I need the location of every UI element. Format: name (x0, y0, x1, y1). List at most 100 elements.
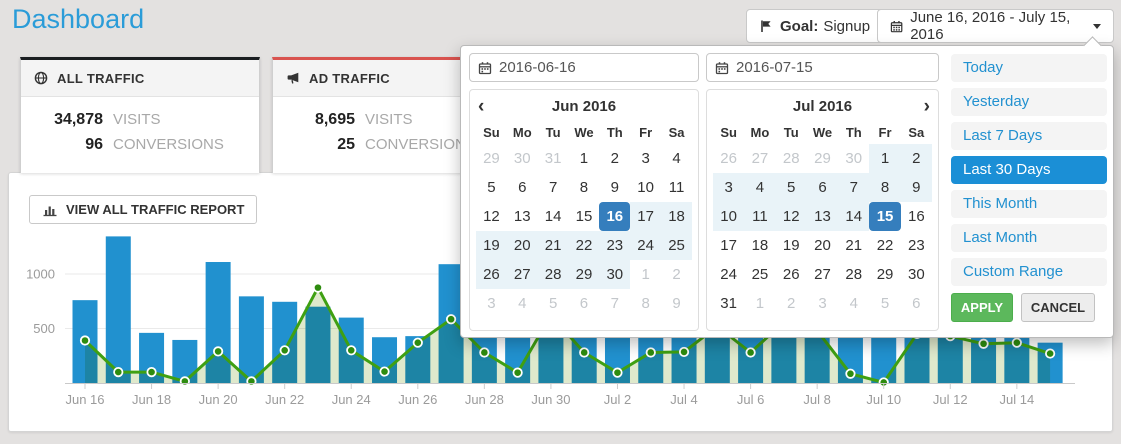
day-cell[interactable]: 24 (720, 266, 737, 283)
day-cell[interactable]: 30 (908, 266, 925, 283)
day-cell[interactable]: 5 (775, 173, 807, 202)
day-cell[interactable]: 2 (787, 295, 796, 312)
day-cell[interactable]: 3 (641, 150, 650, 167)
day-cell[interactable]: 7 (610, 295, 619, 312)
day-cell[interactable]: 11 (668, 179, 685, 196)
day-cell[interactable]: 6 (806, 173, 839, 202)
day-cell[interactable]: 14 (838, 202, 870, 231)
day-cell[interactable]: 11 (744, 202, 776, 231)
day-cell[interactable]: 1 (869, 144, 901, 173)
day-cell[interactable]: 17 (630, 202, 662, 231)
day-cell-selected[interactable]: 16 (599, 202, 631, 231)
day-cell[interactable]: 8 (641, 295, 650, 312)
calendar-prev-button[interactable]: ‹ (478, 96, 485, 117)
all-traffic-card[interactable]: ALL TRAFFIC 34,878 VISITS 96 CONVERSIONS (20, 57, 260, 173)
day-cell[interactable]: 16 (908, 208, 925, 225)
day-cell[interactable]: 1 (755, 295, 765, 312)
date-range-button[interactable]: June 16, 2016 - July 15, 2016 (877, 9, 1114, 43)
end-date-input[interactable] (736, 59, 930, 76)
calendar-next-button[interactable]: › (923, 96, 930, 117)
apply-button[interactable]: APPLY (951, 293, 1013, 322)
day-cell[interactable]: 4 (849, 295, 858, 312)
day-cell[interactable]: 30 (513, 150, 531, 167)
day-cell[interactable]: 13 (513, 208, 531, 225)
day-cell[interactable]: 30 (599, 260, 631, 289)
day-cell[interactable]: 29 (814, 150, 831, 167)
day-cell[interactable]: 9 (900, 173, 932, 202)
day-cell[interactable]: 9 (672, 295, 681, 312)
day-cell[interactable]: 5 (548, 295, 558, 312)
day-cell[interactable]: 8 (869, 173, 901, 202)
day-cell[interactable]: 22 (568, 231, 600, 260)
day-cell[interactable]: 27 (814, 266, 831, 283)
day-cell[interactable]: 25 (661, 231, 692, 260)
goal-selector-button[interactable]: Goal: Signup (746, 9, 901, 43)
day-cell[interactable]: 19 (476, 231, 507, 260)
day-cell[interactable]: 10 (713, 202, 745, 231)
day-cell[interactable]: 21 (537, 231, 569, 260)
day-cell[interactable]: 3 (818, 295, 827, 312)
day-cell[interactable]: 6 (518, 179, 527, 196)
day-cell[interactable]: 3 (713, 173, 745, 202)
day-cell[interactable]: 12 (775, 202, 807, 231)
preset-last-month[interactable]: Last Month (951, 224, 1107, 252)
day-cell[interactable]: 25 (751, 266, 769, 283)
day-cell[interactable]: 13 (806, 202, 839, 231)
day-cell[interactable]: 28 (537, 260, 569, 289)
day-cell[interactable]: 4 (518, 295, 527, 312)
day-cell[interactable]: 28 (782, 150, 800, 167)
day-cell[interactable]: 12 (483, 208, 500, 225)
day-cell[interactable]: 27 (506, 260, 538, 289)
day-cell[interactable]: 31 (544, 150, 562, 167)
day-cell[interactable]: 1 (641, 266, 650, 283)
cancel-button[interactable]: CANCEL (1021, 293, 1095, 322)
day-cell-selected[interactable]: 15 (869, 202, 901, 231)
day-cell[interactable]: 26 (782, 266, 800, 283)
day-cell[interactable]: 20 (506, 231, 538, 260)
preset-yesterday[interactable]: Yesterday (951, 88, 1107, 116)
day-cell[interactable]: 15 (575, 208, 593, 225)
day-cell[interactable]: 28 (845, 266, 863, 283)
day-cell[interactable]: 24 (630, 231, 662, 260)
day-cell[interactable]: 29 (483, 150, 500, 167)
day-cell[interactable]: 7 (838, 173, 870, 202)
day-cell[interactable]: 2 (672, 266, 681, 283)
day-cell[interactable]: 27 (751, 150, 769, 167)
day-cell[interactable]: 21 (845, 237, 863, 254)
day-cell[interactable]: 22 (876, 237, 894, 254)
preset-this-month[interactable]: This Month (951, 190, 1107, 218)
day-cell[interactable]: 19 (782, 237, 800, 254)
day-cell[interactable]: 5 (880, 295, 890, 312)
day-cell[interactable]: 5 (487, 179, 496, 196)
day-cell[interactable]: 3 (487, 295, 496, 312)
day-cell[interactable]: 29 (568, 260, 600, 289)
day-cell[interactable]: 14 (544, 208, 562, 225)
day-cell[interactable]: 23 (599, 231, 631, 260)
day-cell[interactable]: 10 (637, 179, 654, 196)
view-all-traffic-report-button[interactable]: VIEW ALL TRAFFIC REPORT (29, 195, 258, 224)
preset-today[interactable]: Today (951, 54, 1107, 82)
preset-custom-range[interactable]: Custom Range (951, 258, 1107, 286)
day-cell[interactable]: 4 (744, 173, 776, 202)
day-cell[interactable]: 2 (610, 150, 619, 167)
day-cell[interactable]: 7 (548, 179, 558, 196)
start-date-input[interactable] (499, 59, 690, 76)
day-cell[interactable]: 29 (876, 266, 894, 283)
day-cell[interactable]: 31 (720, 295, 737, 312)
day-cell[interactable]: 4 (672, 150, 681, 167)
day-cell[interactable]: 1 (579, 150, 589, 167)
day-cell[interactable]: 18 (751, 237, 769, 254)
day-cell[interactable]: 26 (476, 260, 507, 289)
day-cell[interactable]: 6 (912, 295, 921, 312)
day-cell[interactable]: 2 (900, 144, 932, 173)
day-cell[interactable]: 26 (720, 150, 737, 167)
preset-last-30-days[interactable]: Last 30 Days (951, 156, 1107, 184)
day-cell[interactable]: 9 (610, 179, 619, 196)
preset-last-7-days[interactable]: Last 7 Days (951, 122, 1107, 150)
day-cell[interactable]: 6 (579, 295, 589, 312)
day-cell[interactable]: 30 (845, 150, 863, 167)
day-cell[interactable]: 23 (908, 237, 925, 254)
day-cell[interactable]: 8 (579, 179, 589, 196)
day-cell[interactable]: 18 (661, 202, 692, 231)
day-cell[interactable]: 17 (720, 237, 737, 254)
